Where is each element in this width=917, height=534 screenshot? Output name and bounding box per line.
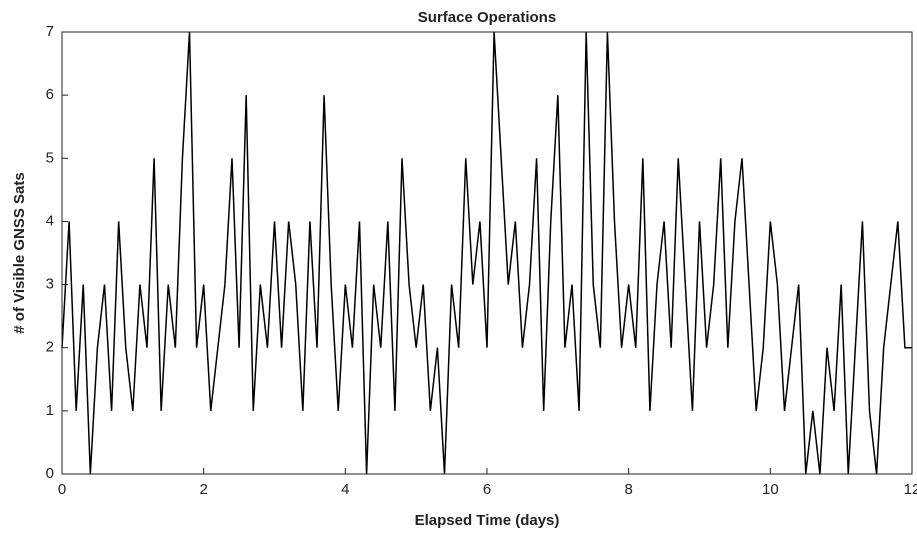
x-tick-label: 10 — [762, 481, 779, 498]
y-tick-label: 6 — [46, 86, 54, 103]
y-tick-label: 4 — [46, 212, 54, 229]
y-axis-label: # of Visible GNSS Sats — [11, 172, 28, 333]
x-tick-label: 4 — [341, 481, 349, 498]
x-axis-label: Elapsed Time (days) — [415, 512, 560, 529]
y-tick-label: 5 — [46, 149, 54, 166]
y-tick-label: 2 — [46, 339, 54, 356]
x-tick-label: 0 — [58, 481, 66, 498]
x-tick-label: 8 — [624, 481, 632, 498]
plot-frame — [61, 31, 913, 475]
y-tick-label: 7 — [46, 23, 54, 40]
x-tick-label: 6 — [483, 481, 491, 498]
y-tick-label: 1 — [46, 402, 54, 419]
data-line — [61, 31, 912, 475]
x-tick-label: 2 — [199, 481, 207, 498]
y-tick-label: 3 — [46, 276, 54, 293]
x-tick-label: 12 — [904, 481, 917, 498]
chart-title: Surface Operations — [418, 9, 556, 26]
y-tick-label: 0 — [46, 465, 54, 482]
